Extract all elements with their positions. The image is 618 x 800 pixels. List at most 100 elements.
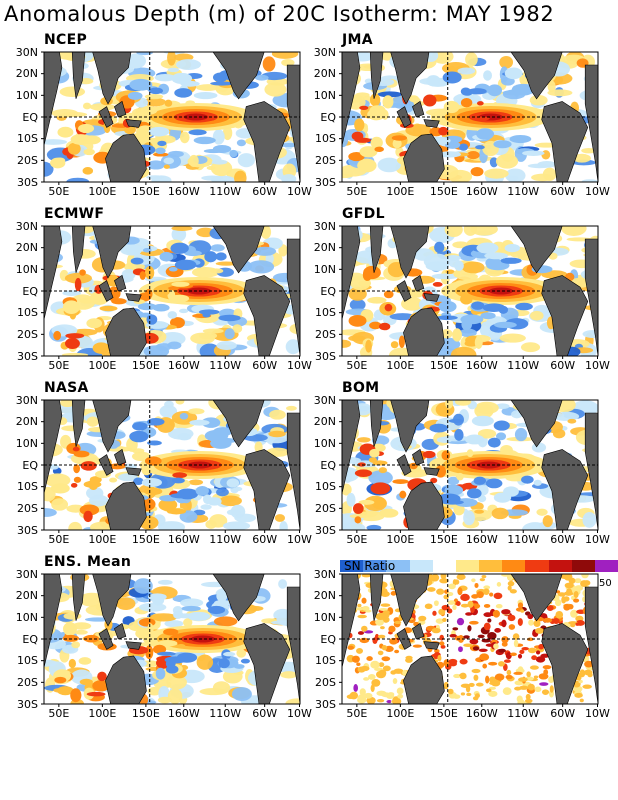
lon-label: 150E xyxy=(131,707,160,720)
cool-anomaly xyxy=(498,305,509,314)
anomaly-blob xyxy=(547,80,556,93)
sn-blob xyxy=(361,597,367,604)
lat-label: 20S xyxy=(315,153,336,167)
sn-blob xyxy=(426,587,436,592)
lon-label: 150E xyxy=(131,185,160,198)
anomaly-blob xyxy=(542,515,553,528)
cool-anomaly xyxy=(436,315,458,321)
sn-blob xyxy=(356,647,364,654)
cool-anomaly xyxy=(188,129,207,136)
land-mass xyxy=(105,133,147,182)
lon-label: 50E xyxy=(346,707,368,720)
sn-blob xyxy=(381,656,391,662)
cool-anomaly xyxy=(181,605,201,612)
lat-label: 30N xyxy=(313,45,336,59)
lat-label: 30S xyxy=(17,175,38,189)
anomaly-blob xyxy=(44,139,68,145)
anomaly-blob xyxy=(390,341,399,349)
anomaly-blob xyxy=(70,482,78,488)
sn-blob xyxy=(361,606,370,611)
sn-blob xyxy=(439,578,449,584)
sn-blob xyxy=(351,655,360,663)
map-svg xyxy=(339,573,599,707)
anomaly-blob xyxy=(357,462,366,467)
sn-blob xyxy=(432,610,437,616)
lon-label: 50E xyxy=(48,533,70,546)
anomaly-blob xyxy=(212,129,225,145)
anomaly-blob xyxy=(443,100,460,114)
anomaly-blob xyxy=(74,277,82,292)
land-mass xyxy=(510,400,563,448)
cool-anomaly xyxy=(425,261,450,271)
anomaly-field xyxy=(44,226,300,356)
sn-blob xyxy=(534,686,542,692)
lon-label: 10W xyxy=(585,533,610,546)
anomaly-blob xyxy=(157,579,173,585)
sn-blob xyxy=(488,690,498,697)
sn-blob xyxy=(561,596,567,604)
cool-anomaly xyxy=(444,484,464,496)
sn-blob xyxy=(471,668,481,674)
anomaly-blob xyxy=(136,52,153,56)
anomaly-blob xyxy=(582,329,598,339)
anomaly-blob xyxy=(501,76,515,86)
anomaly-blob xyxy=(430,477,438,484)
sn-blob xyxy=(357,603,362,608)
lon-label: 10W xyxy=(585,185,610,198)
sn-blob xyxy=(354,607,364,611)
cool-anomaly xyxy=(129,430,149,443)
sn-blob xyxy=(533,675,539,679)
sn-blob xyxy=(454,579,460,585)
lat-label: EQ xyxy=(22,284,38,298)
anomaly-blob xyxy=(408,95,419,103)
sn-blob xyxy=(458,646,463,653)
lon-label: 110W xyxy=(507,707,540,720)
sn-blob xyxy=(463,635,470,639)
anomaly-blob xyxy=(391,135,408,141)
anomaly-blob xyxy=(222,669,243,684)
sn-blob xyxy=(469,620,479,625)
cool-anomaly xyxy=(476,128,495,140)
lon-label: 10W xyxy=(287,359,312,372)
cool-anomaly xyxy=(485,257,502,269)
map-panel: NASA 30N 20N 10N EQ 10S 20S 30S 50E 100E 150E 160W 1… xyxy=(10,380,312,551)
anomaly-blob xyxy=(70,688,82,703)
anomaly-blob xyxy=(354,516,362,524)
sn-blob xyxy=(390,670,397,675)
cool-anomaly xyxy=(130,257,144,265)
lat-label: 10N xyxy=(15,262,38,276)
cool-anomaly xyxy=(171,72,193,85)
cool-anomaly xyxy=(204,251,218,263)
lat-label: 20S xyxy=(17,153,38,167)
lat-label: 10S xyxy=(315,132,336,146)
cool-anomaly xyxy=(426,75,441,87)
lat-label: 10S xyxy=(17,480,38,494)
anomaly-blob xyxy=(342,339,352,348)
land-mass xyxy=(71,400,86,447)
anomaly-blob xyxy=(109,477,118,483)
land-mass xyxy=(286,238,300,356)
sn-blob xyxy=(377,634,386,639)
sn-blob xyxy=(431,577,437,582)
anomaly-blob xyxy=(453,270,461,278)
lat-label: EQ xyxy=(320,458,336,472)
sn-blob xyxy=(440,644,446,649)
cool-anomaly xyxy=(515,302,533,311)
anomaly-blob xyxy=(78,123,95,134)
land-mass xyxy=(114,448,127,466)
sn-blob xyxy=(483,612,493,618)
lon-label: 110W xyxy=(209,707,242,720)
anomaly-blob xyxy=(67,142,81,155)
sn-blob xyxy=(512,633,520,641)
sn-blob xyxy=(394,649,400,654)
lon-label: 50E xyxy=(346,533,368,546)
panel-label: BOM xyxy=(342,380,380,396)
anomaly-blob xyxy=(363,265,381,280)
lon-label: 160W xyxy=(465,707,498,720)
sn-blob xyxy=(525,698,533,703)
sn-blob xyxy=(386,700,392,704)
anomaly-blob xyxy=(448,169,473,182)
sn-blob xyxy=(483,585,491,590)
sn-blob xyxy=(539,682,549,686)
lon-label: 150E xyxy=(429,185,458,198)
